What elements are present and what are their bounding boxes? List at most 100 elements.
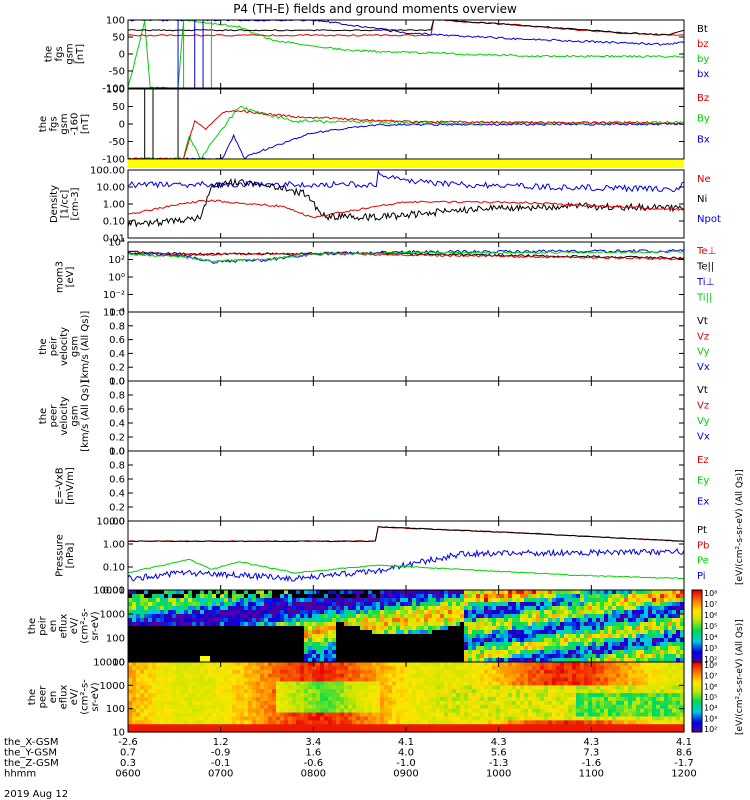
heatmap-cell [352, 712, 357, 718]
heatmap-cell [260, 724, 265, 729]
heatmap-cell [584, 669, 589, 675]
heatmap-cell [256, 634, 261, 639]
heatmap-cell [428, 646, 433, 651]
heatmap-cell [500, 594, 505, 599]
heatmap-cell [420, 716, 425, 721]
heatmap-cell [392, 716, 397, 721]
heatmap-cell [204, 638, 209, 643]
heatmap-cell [276, 618, 281, 623]
heatmap-cell [236, 658, 241, 663]
heatmap-cell [152, 677, 157, 683]
heatmap-cell [248, 614, 253, 619]
heatmap-cell [616, 622, 621, 627]
heatmap-cell [492, 638, 497, 643]
heatmap-cell [408, 673, 413, 679]
heatmap-cell [140, 634, 145, 639]
heatmap-cell [156, 650, 161, 655]
heatmap-cell [352, 594, 357, 599]
heatmap-cell [220, 590, 225, 595]
heatmap-cell [132, 610, 137, 615]
heatmap-cell [484, 712, 489, 718]
heatmap-cell [360, 598, 365, 603]
heatmap-cell [496, 650, 501, 655]
heatmap-cell [280, 610, 285, 615]
heatmap-cell [436, 716, 441, 721]
heatmap-cell [624, 594, 629, 599]
heatmap-cell [216, 689, 221, 694]
heatmap-cell [420, 704, 425, 710]
heatmap-cell [344, 638, 349, 643]
heatmap-cell [548, 662, 553, 667]
heatmap-cell [364, 716, 369, 721]
heatmap-cell [544, 602, 549, 607]
heatmap-cell [524, 724, 529, 729]
heatmap-cell [548, 693, 553, 698]
heatmap-cell [132, 642, 137, 647]
heatmap-cell [636, 650, 641, 655]
heatmap-cell [528, 716, 533, 721]
heatmap-cell [176, 642, 181, 647]
heatmap-cell [240, 712, 245, 718]
heatmap-cell [352, 665, 357, 671]
heatmap-cell [380, 646, 385, 651]
heatmap-cell [412, 665, 417, 671]
heatmap-cell [600, 590, 605, 595]
heatmap-cell [616, 602, 621, 607]
heatmap-cell [332, 646, 337, 651]
heatmap-cell [656, 618, 661, 623]
heatmap-cell [504, 658, 509, 663]
heatmap-cell [224, 720, 229, 725]
heatmap-cell [560, 626, 565, 631]
heatmap-cell [408, 662, 413, 667]
heatmap-cell [220, 626, 225, 631]
heatmap-cell [300, 697, 305, 702]
heatmap-cell [248, 700, 253, 706]
heatmap-cell [296, 614, 301, 619]
heatmap-cell [416, 618, 421, 623]
heatmap-cell [532, 646, 537, 651]
heatmap-cell [216, 622, 221, 627]
heatmap-cell [332, 590, 337, 595]
heatmap-cell [344, 677, 349, 683]
legend-entry: bz [697, 39, 709, 50]
heatmap-cell [192, 662, 197, 667]
heatmap-cell [652, 598, 657, 603]
heatmap-cell [196, 658, 201, 663]
heatmap-cell [676, 646, 681, 651]
heatmap-cell [308, 662, 313, 667]
heatmap-cell [148, 712, 153, 718]
heatmap-cell [400, 673, 405, 679]
heatmap-cell [160, 712, 165, 718]
heatmap-cell [256, 642, 261, 647]
heatmap-cell [464, 693, 469, 698]
heatmap-cell [580, 697, 585, 702]
heatmap-cell [188, 602, 193, 607]
heatmap-cell [372, 654, 377, 659]
heatmap-cell [460, 677, 465, 683]
heatmap-cell [276, 681, 281, 686]
heatmap-cell [408, 602, 413, 607]
heatmap-cell [532, 658, 537, 663]
heatmap-cell [396, 673, 401, 679]
heatmap-cell [556, 642, 561, 647]
heatmap-cell [292, 693, 297, 698]
heatmap-cell [628, 650, 633, 655]
heatmap-cell [680, 610, 685, 615]
heatmap-cell [464, 700, 469, 706]
heatmap-cell [320, 634, 325, 639]
heatmap-cell [624, 614, 629, 619]
heatmap-cell [504, 697, 509, 702]
heatmap-cell [672, 650, 677, 655]
heatmap-cell [264, 614, 269, 619]
heatmap-cell [164, 626, 169, 631]
heatmap-cell [512, 669, 517, 675]
heatmap-cell [412, 630, 417, 635]
y-tick-label: 0.2 [109, 433, 125, 444]
heatmap-cell [208, 712, 213, 718]
heatmap-cell [152, 728, 157, 733]
heatmap-cell [252, 693, 257, 698]
heatmap-cell [484, 669, 489, 675]
heatmap-cell [176, 622, 181, 627]
series-group-pressure [128, 526, 684, 583]
heatmap-cell [436, 654, 441, 659]
